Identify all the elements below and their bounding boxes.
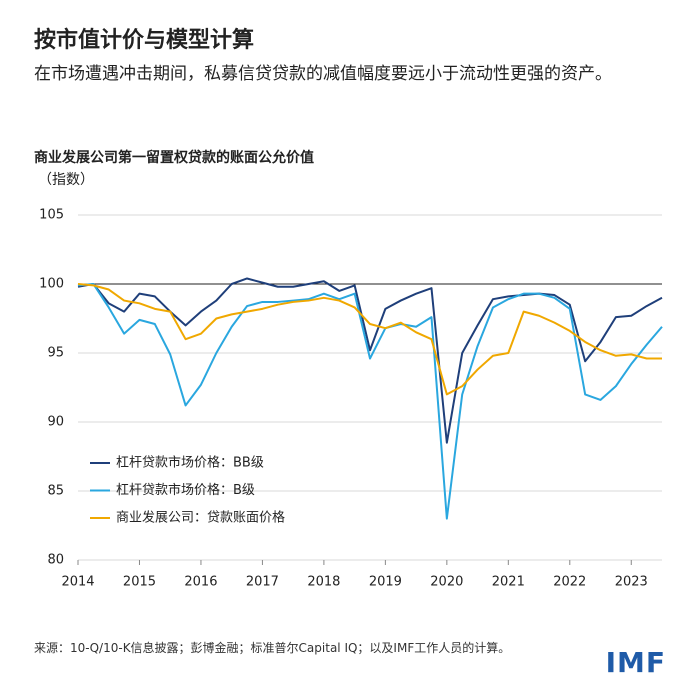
x-tick-label: 2018	[307, 575, 340, 590]
x-tick-label: 2020	[430, 575, 463, 590]
x-tick-label: 2019	[369, 575, 402, 590]
series-line	[77, 277, 663, 444]
x-tick-label: 2022	[553, 575, 586, 590]
legend-label: 杠杆贷款市场价格：B级	[116, 482, 255, 498]
x-tick-label: 2014	[61, 575, 94, 590]
legend-label: 商业发展公司：贷款账面价格	[116, 510, 285, 526]
source-note: 来源：10-Q/10-K信息披露；彭博金融；标准普尔Capital IQ；以及I…	[34, 641, 511, 655]
subtitle: 在市场遭遇冲击期间，私募信贷贷款的减值幅度要远小于流动性更强的资产。	[34, 64, 612, 84]
legend-label: 杠杆贷款市场价格：BB级	[116, 455, 264, 471]
title: 按市值计价与模型计算	[34, 28, 255, 53]
y-tick-label: 85	[47, 484, 64, 499]
logo: IMF	[605, 646, 666, 679]
y-tick-label: 90	[47, 415, 64, 430]
y-tick-label: 100	[39, 277, 64, 292]
x-tick-label: 2017	[246, 575, 279, 590]
chart-title: 商业发展公司第一留置权贷款的账面公允价值	[34, 149, 314, 166]
y-tick-label: 80	[47, 553, 64, 568]
x-tick-label: 2015	[123, 575, 156, 590]
series-line	[77, 283, 663, 520]
x-tick-label: 2016	[184, 575, 217, 590]
y-tick-label: 95	[47, 346, 64, 361]
x-tick-label: 2021	[492, 575, 525, 590]
x-tick-label: 2023	[615, 575, 648, 590]
y-axis-label: （指数）	[38, 172, 94, 188]
y-tick-label: 105	[39, 208, 64, 223]
chart: 商业发展公司第一留置权贷款的账面公允价值 （指数） 80 85 90 95 100 105…	[34, 149, 663, 590]
series-line	[77, 283, 662, 396]
